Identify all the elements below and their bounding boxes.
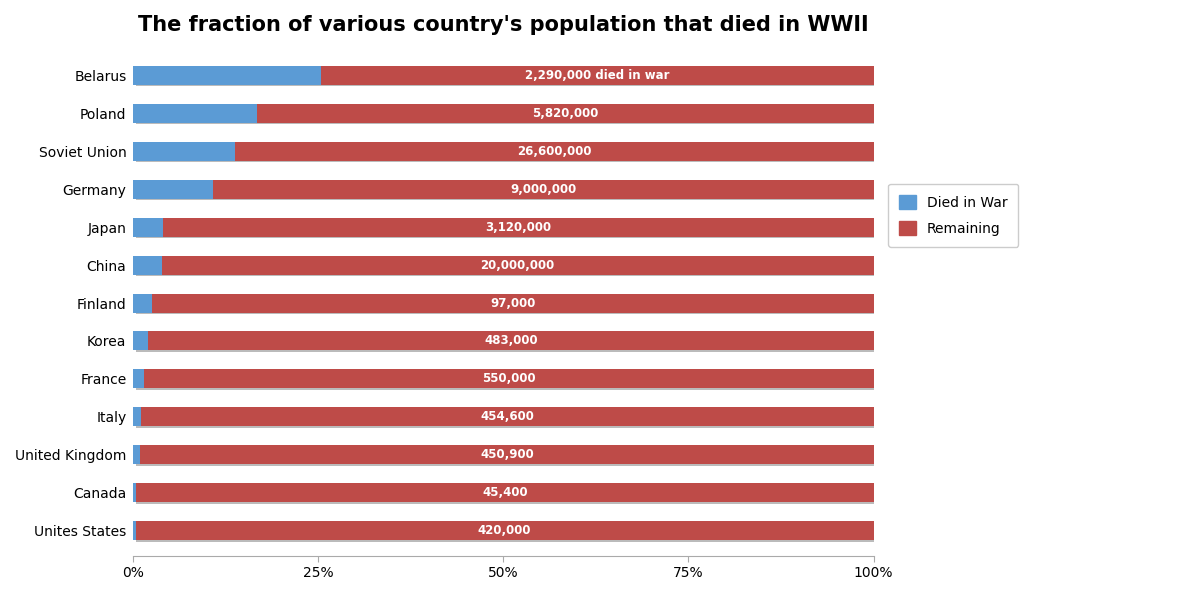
Bar <box>144 369 873 389</box>
Bar <box>133 369 144 389</box>
Bar <box>133 483 137 502</box>
Bar <box>133 255 162 274</box>
Bar <box>133 408 140 427</box>
Bar <box>136 295 876 314</box>
Text: 97,000: 97,000 <box>490 296 536 309</box>
Text: 483,000: 483,000 <box>484 334 538 347</box>
Bar <box>133 104 257 123</box>
Legend: Died in War, Remaining: Died in War, Remaining <box>888 184 1019 246</box>
Bar <box>133 180 213 199</box>
Bar <box>133 142 234 161</box>
Bar <box>136 485 876 504</box>
Bar <box>136 409 876 428</box>
Bar <box>320 65 873 84</box>
Bar <box>136 105 876 124</box>
Bar <box>133 521 136 540</box>
Text: 26,600,000: 26,600,000 <box>516 145 591 158</box>
Bar <box>133 65 320 84</box>
Text: 45,400: 45,400 <box>482 487 527 499</box>
Bar <box>136 333 876 352</box>
Bar <box>152 293 873 312</box>
Text: 3,120,000: 3,120,000 <box>486 221 551 234</box>
Bar <box>136 523 876 542</box>
Text: 2,290,000 died in war: 2,290,000 died in war <box>525 68 669 82</box>
Bar <box>136 371 876 390</box>
Text: 550,000: 550,000 <box>482 372 536 386</box>
Bar <box>133 331 148 350</box>
Bar <box>234 142 873 161</box>
Bar <box>140 446 873 465</box>
Text: 9,000,000: 9,000,000 <box>511 183 576 196</box>
Bar <box>136 257 876 276</box>
Bar <box>133 446 140 465</box>
Text: 5,820,000: 5,820,000 <box>532 107 599 120</box>
Bar <box>137 483 873 502</box>
Bar <box>133 293 152 312</box>
Text: 420,000: 420,000 <box>478 524 532 537</box>
Bar <box>136 447 876 466</box>
Text: 20,000,000: 20,000,000 <box>481 259 555 271</box>
Bar <box>140 408 873 427</box>
Bar <box>162 255 873 274</box>
Bar <box>133 218 163 237</box>
Bar <box>148 331 873 350</box>
Text: 454,600: 454,600 <box>481 411 534 424</box>
Text: 450,900: 450,900 <box>480 449 534 462</box>
Bar <box>136 219 876 238</box>
Bar <box>163 218 873 237</box>
Bar <box>136 181 876 200</box>
Bar <box>213 180 873 199</box>
Bar <box>136 521 873 540</box>
Bar <box>136 67 876 86</box>
Title: The fraction of various country's population that died in WWII: The fraction of various country's popula… <box>138 15 869 35</box>
Bar <box>136 143 876 162</box>
Bar <box>257 104 873 123</box>
